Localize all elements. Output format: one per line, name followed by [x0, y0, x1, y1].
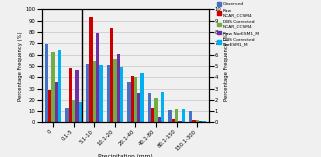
Bar	[110, 27, 113, 122]
Bar	[75, 70, 79, 122]
Bar	[86, 64, 89, 122]
Bar	[113, 59, 117, 122]
Bar	[169, 110, 172, 122]
Bar	[65, 108, 69, 122]
Bar	[107, 65, 110, 122]
Bar	[175, 109, 178, 122]
Bar	[202, 121, 205, 122]
Y-axis label: Percentage Frequency (%): Percentage Frequency (%)	[224, 31, 230, 101]
Bar	[137, 93, 141, 122]
Bar	[189, 111, 192, 122]
Bar	[148, 93, 151, 122]
Y-axis label: Percentage Frequency (%): Percentage Frequency (%)	[18, 31, 22, 101]
Bar	[161, 92, 164, 122]
Bar	[182, 109, 185, 122]
Bar	[79, 102, 82, 122]
Bar	[196, 120, 199, 122]
Bar	[93, 61, 96, 122]
Bar	[89, 17, 93, 122]
Bar	[96, 33, 99, 122]
Bar	[55, 82, 58, 122]
Bar	[178, 121, 182, 122]
Bar	[199, 121, 202, 122]
Bar	[99, 65, 102, 122]
Bar	[172, 119, 175, 122]
Bar	[45, 44, 48, 122]
Bar	[141, 73, 144, 122]
Legend: Observed, Raw
NCAR_CCSM4, DBS Corrected
NCAR_CCSM4, Raw NorESM1_M, DBS Corrected: Observed, Raw NCAR_CCSM4, DBS Corrected …	[217, 2, 259, 46]
Bar	[127, 82, 131, 122]
Bar	[120, 67, 123, 122]
Bar	[154, 98, 158, 122]
X-axis label: Precipitation (mm): Precipitation (mm)	[98, 154, 152, 157]
Bar	[151, 108, 154, 122]
Bar	[131, 76, 134, 122]
Bar	[117, 54, 120, 122]
Bar	[58, 50, 61, 122]
Bar	[158, 117, 161, 122]
Bar	[69, 68, 72, 122]
Bar	[134, 77, 137, 122]
Bar	[192, 120, 196, 122]
Bar	[48, 90, 51, 122]
Bar	[72, 100, 75, 122]
Bar	[51, 52, 55, 122]
